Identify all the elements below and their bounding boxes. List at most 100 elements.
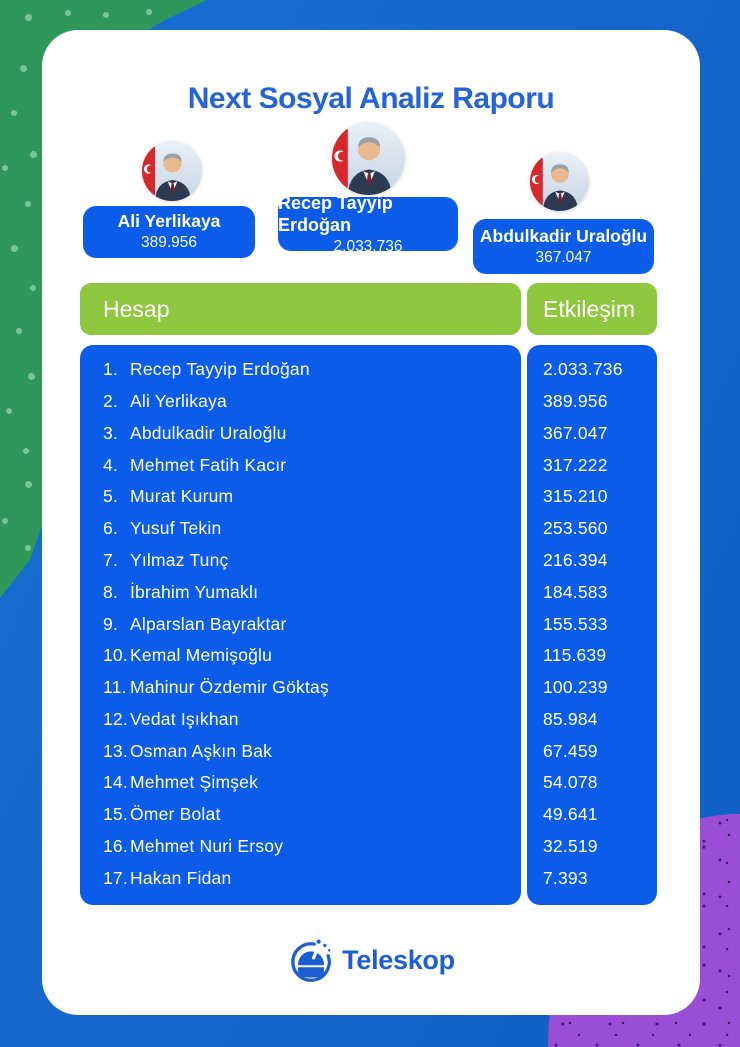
row-engagement-value: 115.639 [543,645,607,666]
avatar-abdulkadir-uraloglu [530,152,589,211]
row-engagement-value: 32.519 [543,835,598,856]
podium-value: 389.956 [140,234,198,252]
table-row-engagement: 100.239 [527,672,657,704]
table-row-engagement: 315.210 [527,481,657,513]
table-row-account: 13. Osman Aşkın Bak [80,735,521,767]
row-rank: 3. [103,422,118,443]
table-row-engagement: 367.047 [527,418,657,450]
row-account-name: Mehmet Nuri Ersoy [130,835,284,856]
row-rank: 14. [103,772,128,793]
row-rank: 9. [103,613,118,634]
table-row-account: 8. İbrahim Yumaklı [80,576,521,608]
table-row-engagement: 7.393 [527,862,657,894]
row-account-name: İbrahim Yumaklı [130,581,259,602]
table-row-account: 11. Mahinur Özdemir Göktaş [80,672,521,704]
table-row-account: 7. Yılmaz Tunç [80,545,521,577]
row-account-name: Ömer Bolat [130,804,221,825]
table-row-account: 3. Abdulkadir Uraloğlu [80,418,521,450]
table-row-engagement: 2.033.736 [527,354,657,386]
table-row-account: 5. Murat Kurum [80,481,521,513]
podium-badge-right: Abdulkadir Uraloğlu 367.047 [473,219,654,274]
row-engagement-value: 155.533 [543,613,608,634]
row-engagement-value: 2.033.736 [543,359,623,380]
table-row-engagement: 317.222 [527,449,657,481]
row-rank: 6. [103,518,118,539]
footer-brand: Teleskop [42,925,700,995]
row-rank: 17. [103,867,128,888]
report-card: Next Sosyal Analiz Raporu Ali Yerlikaya … [42,30,700,1015]
row-engagement-value: 49.641 [543,804,598,825]
row-account-name: Mahinur Özdemir Göktaş [130,677,329,698]
row-account-name: Kemal Memişoğlu [130,645,273,666]
row-rank: 7. [103,549,118,570]
brand-name: Teleskop [342,944,455,975]
table-row-account: 2. Ali Yerlikaya [80,386,521,418]
row-rank: 12. [103,708,128,729]
podium-name: Recep Tayyip Erdoğan [278,192,393,236]
podium-value: 367.047 [535,248,592,266]
row-rank: 15. [103,804,128,825]
table-row-account: 12. Vedat Işıkhan [80,703,521,735]
table-row-account: 17. Hakan Fidan [80,862,521,894]
engagement-list-panel: 2.033.736 389.956 367.047 317.222 315.21… [527,345,657,905]
row-engagement-value: 67.459 [543,740,598,761]
table-row-account: 9. Alparslan Bayraktar [80,608,521,640]
row-rank: 5. [103,486,118,507]
table-row-engagement: 216.394 [527,545,657,577]
table-row-account: 4. Mehmet Fatih Kacır [80,449,521,481]
table-row-engagement: 49.641 [527,799,657,831]
row-account-name: Ali Yerlikaya [130,391,227,412]
avatar-recep-tayyip-erdogan [332,122,405,195]
table-row-engagement: 54.078 [527,767,657,799]
row-account-name: Alparslan Bayraktar [130,613,287,634]
account-list-panel: 1. Recep Tayyip Erdoğan 2. Ali Yerlikaya… [80,345,521,905]
row-account-name: Abdulkadir Uraloğlu [130,422,287,443]
table-row-engagement: 389.956 [527,386,657,418]
row-account-name: Vedat Işıkhan [130,708,239,729]
row-engagement-value: 367.047 [543,422,608,443]
row-engagement-value: 54.078 [543,772,598,793]
podium-name: Ali Yerlikaya [117,211,221,232]
row-rank: 13. [103,740,128,761]
row-engagement-value: 253.560 [543,518,608,539]
row-engagement-value: 85.984 [543,708,598,729]
avatar-ali-yerlikaya [142,141,202,201]
row-engagement-value: 389.956 [543,391,608,412]
row-engagement-value: 315.210 [543,486,608,507]
row-rank: 1. [103,359,118,380]
row-engagement-value: 7.393 [543,867,588,888]
row-account-name: Recep Tayyip Erdoğan [130,359,310,380]
table-row-engagement: 155.533 [527,608,657,640]
row-rank: 4. [103,454,118,475]
row-account-name: Hakan Fidan [130,867,232,888]
row-account-name: Yusuf Tekin [130,518,222,539]
column-header-account: Hesap [80,283,521,335]
table-row-account: 10. Kemal Memişoğlu [80,640,521,672]
row-engagement-value: 317.222 [543,454,608,475]
row-rank: 2. [103,391,118,412]
row-account-name: Murat Kurum [130,486,234,507]
table-row-account: 14. Mehmet Şimşek [80,767,521,799]
row-account-name: Osman Aşkın Bak [130,740,273,761]
column-header-engagement: Etkileşim [527,283,657,335]
podium-badge-left: Ali Yerlikaya 389.956 [83,206,255,258]
table-row-account: 1. Recep Tayyip Erdoğan [80,354,521,386]
row-account-name: Mehmet Fatih Kacır [130,454,287,475]
row-engagement-value: 184.583 [543,581,608,602]
table-row-account: 15. Ömer Bolat [80,799,521,831]
table-row-account: 16. Mehmet Nuri Ersoy [80,830,521,862]
page-title: Next Sosyal Analiz Raporu [187,82,555,115]
table-row-engagement: 85.984 [527,703,657,735]
podium-name: Abdulkadir Uraloğlu [479,225,648,246]
row-account-name: Yılmaz Tunç [130,549,229,570]
table-row-engagement: 67.459 [527,735,657,767]
row-engagement-value: 100.239 [543,677,608,698]
table-row-engagement: 253.560 [527,513,657,545]
row-rank: 8. [103,581,118,602]
podium-value: 2.033.736 [333,237,403,255]
row-rank: 10. [103,645,128,666]
teleskop-observatory-icon [291,939,332,982]
row-rank: 11. [103,677,127,698]
table-row-account: 6. Yusuf Tekin [80,513,521,545]
